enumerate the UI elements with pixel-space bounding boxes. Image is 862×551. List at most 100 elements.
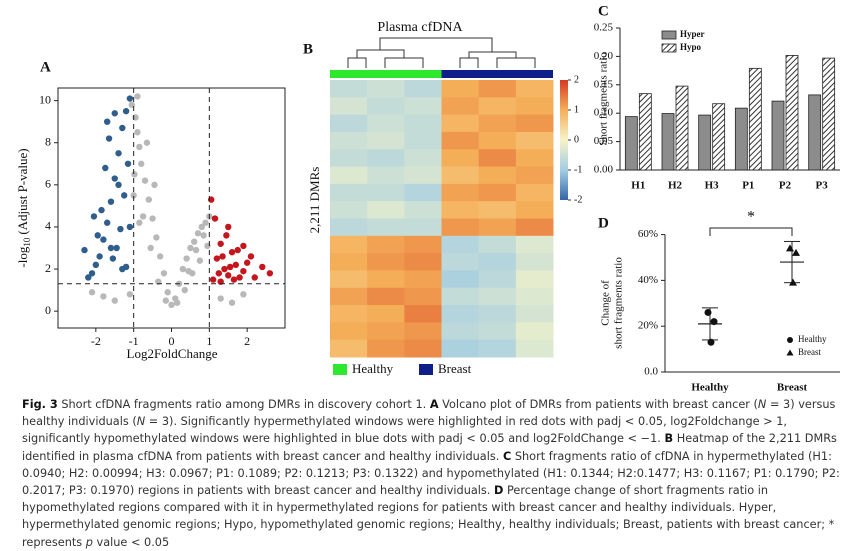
point xyxy=(115,150,122,157)
point xyxy=(85,274,92,281)
point xyxy=(94,232,101,239)
x-tick-label: 2 xyxy=(244,334,250,348)
y-tick-label: 0.0 xyxy=(644,366,658,378)
point xyxy=(240,267,247,275)
caption-text: Percentage change of short fragments rat… xyxy=(22,484,835,549)
heatmap-cell xyxy=(404,322,442,341)
point xyxy=(122,263,130,271)
heatmap-cell xyxy=(367,80,405,98)
y-tick-label: 10 xyxy=(39,92,51,106)
heatmap-cell xyxy=(367,253,405,271)
colorbar xyxy=(560,80,568,200)
point xyxy=(240,242,247,250)
point xyxy=(259,263,266,271)
caption-text: value < 0.05 xyxy=(92,535,170,549)
panel-letter: D xyxy=(598,215,609,231)
heatmap-cell xyxy=(478,80,517,98)
point xyxy=(187,244,194,252)
y-tick-label: 4 xyxy=(45,219,51,233)
heatmap-cell xyxy=(478,131,517,150)
point xyxy=(90,213,98,220)
heatmap-cell xyxy=(441,114,480,133)
heatmap-cell xyxy=(441,287,480,306)
heatmap-cell xyxy=(367,97,405,116)
heatmap-cell xyxy=(515,235,554,254)
bar xyxy=(808,94,822,171)
point xyxy=(234,246,241,254)
colorbar-label: 2 xyxy=(574,74,579,85)
point xyxy=(111,110,118,117)
point xyxy=(109,255,117,262)
legend-marker xyxy=(787,337,793,343)
heatmap-cell xyxy=(441,339,480,358)
panel-letter: C xyxy=(598,3,609,19)
legend-label: Healthy xyxy=(798,334,827,344)
legend-label: Hypo xyxy=(680,42,702,52)
point xyxy=(185,267,192,275)
heatmap-cell xyxy=(330,305,368,323)
point xyxy=(225,272,232,279)
x-tick-label: 1 xyxy=(206,334,212,348)
heatmap-cell xyxy=(478,166,517,185)
heatmap-cell xyxy=(404,183,442,202)
point xyxy=(141,177,149,184)
point xyxy=(217,278,224,285)
heatmap-cell xyxy=(404,166,442,185)
point xyxy=(113,244,120,252)
point xyxy=(88,289,96,296)
point xyxy=(103,118,111,125)
x-tick-label: H1 xyxy=(631,180,645,192)
bar xyxy=(771,100,785,171)
heatmap-cell xyxy=(367,149,405,168)
point xyxy=(92,261,100,269)
point xyxy=(107,198,115,205)
heatmap-cell xyxy=(367,235,405,254)
point xyxy=(792,248,800,256)
point xyxy=(786,244,794,252)
heatmap-cell xyxy=(441,80,480,98)
y-tick-label: 0.15 xyxy=(594,78,614,90)
heatmap-cell xyxy=(330,287,368,306)
point xyxy=(225,223,232,231)
heatmap-cell xyxy=(515,201,554,219)
point xyxy=(131,171,138,178)
caption-text: N xyxy=(757,398,767,411)
x-tick-label: 0 xyxy=(169,334,175,348)
y-axis-label: -log10 (Adjust P-value) xyxy=(15,148,32,267)
point xyxy=(160,270,168,277)
y-tick-label: 0.20 xyxy=(594,50,614,62)
point xyxy=(251,274,258,281)
caption-text: A xyxy=(429,398,439,411)
heatmap-cell xyxy=(404,218,442,237)
caption-text: B xyxy=(664,432,674,446)
heatmap-cell xyxy=(515,80,554,98)
heatmap-cell xyxy=(367,131,405,150)
y-tick-label: 2 xyxy=(45,261,51,275)
heatmap-cell xyxy=(330,201,368,219)
heatmap-cell xyxy=(478,183,517,202)
heatmap-cell xyxy=(478,305,517,323)
heatmap-cell xyxy=(404,339,442,358)
heatmap-cell xyxy=(404,253,442,271)
point xyxy=(228,299,236,306)
point xyxy=(98,206,105,214)
y-tick-label: 60% xyxy=(638,228,658,240)
bar xyxy=(675,85,689,171)
point xyxy=(183,255,190,262)
heatmap-cell xyxy=(441,201,480,219)
heatmap-cell xyxy=(515,339,554,358)
caption-text: Heatmap of the 2,211 DMRs identified in … xyxy=(22,432,837,463)
heatmap-cell xyxy=(330,149,368,168)
caption-text: Volcano plot of DMRs from patients with … xyxy=(438,398,758,411)
x-tick-label: P1 xyxy=(742,180,754,192)
point xyxy=(198,223,205,231)
heatmap-cell xyxy=(441,235,480,254)
panel-letter: B xyxy=(303,41,313,57)
point xyxy=(215,270,222,277)
heatmap-cell xyxy=(404,235,442,254)
bar xyxy=(698,114,712,171)
heatmap-cell xyxy=(330,253,368,271)
heatmap-cell xyxy=(515,183,554,202)
group-bar xyxy=(441,70,553,78)
caption-text: p xyxy=(85,535,93,549)
